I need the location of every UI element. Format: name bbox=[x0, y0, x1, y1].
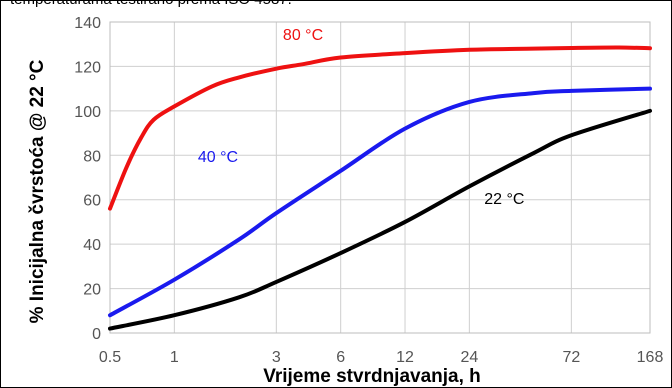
x-tick-label: 168 bbox=[637, 349, 664, 366]
series-line-1 bbox=[108, 86, 652, 318]
series-line-2 bbox=[108, 108, 652, 331]
grid-lines bbox=[109, 21, 651, 334]
y-tick-label: 140 bbox=[74, 15, 101, 32]
x-axis-title: Vrijeme stvrdnjavanja, h bbox=[263, 366, 481, 387]
chart-caption: temperaturama testirano prema ISO 4587. bbox=[10, 0, 292, 9]
y-tick-label: 80 bbox=[83, 148, 101, 165]
x-tick-label: 3 bbox=[272, 349, 281, 366]
x-tick-label: 1 bbox=[170, 349, 179, 366]
series-lines bbox=[108, 45, 652, 331]
y-tick-label: 100 bbox=[74, 104, 101, 121]
y-tick-label: 0 bbox=[92, 326, 101, 343]
series-label-0: 80 °C bbox=[283, 27, 323, 44]
y-tick-label: 20 bbox=[83, 282, 101, 299]
x-tick-label: 12 bbox=[396, 349, 414, 366]
series-labels: 80 °C 40 °C 22 °C bbox=[198, 27, 525, 208]
x-tick-label: 0.5 bbox=[99, 349, 121, 366]
plot-border bbox=[109, 21, 651, 334]
tick-labels: 0.5 1 3 6 12 24 72 168 0 20 40 60 80 100 120 140 bbox=[74, 15, 663, 366]
series-line-0 bbox=[108, 45, 652, 211]
plot-area bbox=[109, 21, 651, 334]
y-tick-label: 60 bbox=[83, 193, 101, 210]
series-label-2: 22 °C bbox=[484, 191, 524, 208]
series-label-1: 40 °C bbox=[198, 149, 238, 166]
x-tick-label: 24 bbox=[460, 349, 478, 366]
y-tick-label: 120 bbox=[74, 59, 101, 76]
x-tick-label: 72 bbox=[562, 349, 580, 366]
x-tick-label: 6 bbox=[336, 349, 345, 366]
y-tick-label: 40 bbox=[83, 237, 101, 254]
y-axis-title: % Inicijalna čvrstoća @ 22 °C bbox=[27, 59, 48, 323]
